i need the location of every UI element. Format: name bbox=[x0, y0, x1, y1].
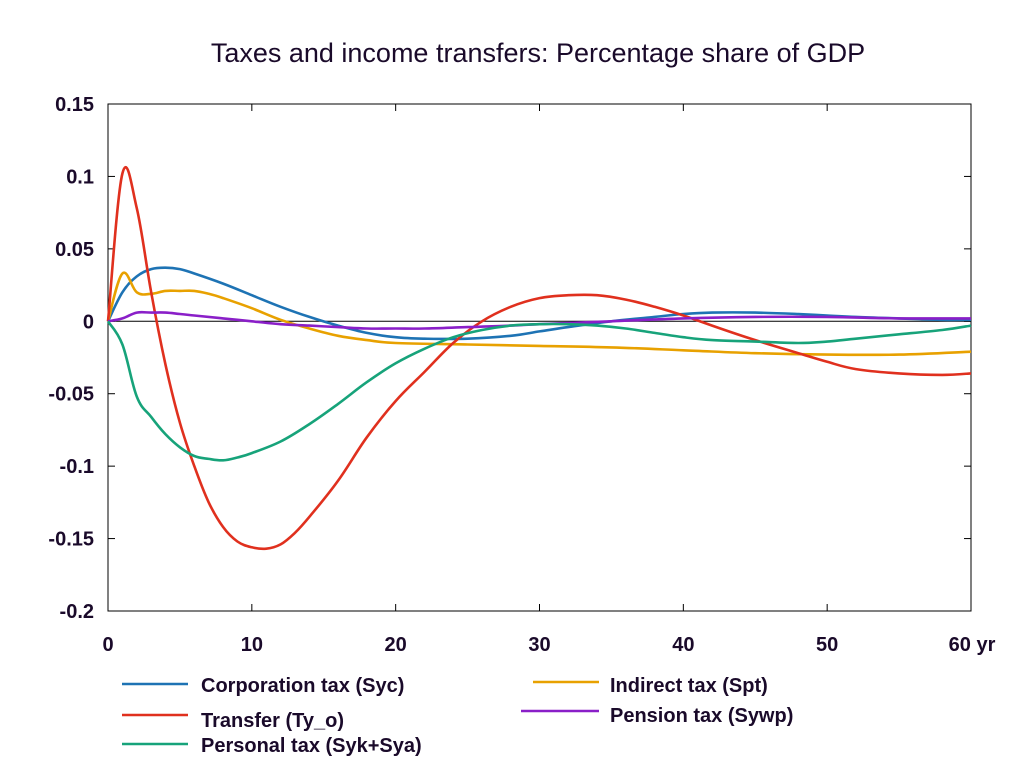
legend-item-corporation-tax-syc: Corporation tax (Syc) bbox=[122, 675, 404, 697]
legend-item-transfer-ty-o: Transfer (Ty_o) bbox=[122, 710, 344, 732]
legend-label: Pension tax (Sywp) bbox=[610, 705, 793, 727]
legend: Corporation tax (Syc) Transfer (Ty_o) Pers… bbox=[122, 675, 793, 757]
x-tick-label: 60 yr bbox=[949, 634, 996, 656]
x-tick-label: 10 bbox=[241, 634, 263, 656]
series-line-pension-tax-sywp bbox=[107, 310, 972, 330]
legend-label: Indirect tax (Spt) bbox=[610, 675, 768, 697]
legend-item-indirect-tax-spt: Indirect tax (Spt) bbox=[533, 675, 768, 697]
legend-label: Personal tax (Syk+Sya) bbox=[201, 735, 422, 757]
legend-label: Transfer (Ty_o) bbox=[201, 710, 344, 732]
y-tick-label: 0.15 bbox=[55, 94, 94, 116]
y-tick-label: -0.15 bbox=[48, 529, 94, 551]
x-tick-label: 20 bbox=[385, 634, 407, 656]
x-tick-label: 30 bbox=[528, 634, 550, 656]
series-lines bbox=[106, 165, 972, 551]
tick-labels: 0 10 20 30 40 50 60 yr 0.15 0.1 0.05 0 -0.05 -0.1 -0.… bbox=[48, 94, 995, 656]
series-line-transfer-ty-o bbox=[106, 165, 972, 551]
y-tick-label: -0.2 bbox=[60, 601, 94, 623]
legend-label: Corporation tax (Syc) bbox=[201, 675, 404, 697]
y-tick-label: -0.1 bbox=[60, 456, 94, 478]
x-tick-label: 0 bbox=[102, 634, 113, 656]
axis-ticks bbox=[107, 103, 972, 612]
x-tick-label: 40 bbox=[672, 634, 694, 656]
plot-frame bbox=[107, 103, 972, 612]
y-tick-label: 0.1 bbox=[66, 166, 94, 188]
legend-item-pension-tax-sywp: Pension tax (Sywp) bbox=[521, 705, 793, 727]
series-line-indirect-tax-spt bbox=[106, 271, 972, 357]
y-tick-label: 0 bbox=[83, 311, 94, 333]
y-tick-label: -0.05 bbox=[48, 384, 94, 406]
series-line-personal-tax-syk-sya bbox=[106, 320, 972, 462]
x-tick-label: 50 bbox=[816, 634, 838, 656]
y-tick-label: 0.05 bbox=[55, 239, 94, 261]
plot-area bbox=[107, 103, 972, 612]
legend-item-personal-tax-syk-sya: Personal tax (Syk+Sya) bbox=[122, 735, 422, 757]
chart-title: Taxes and income transfers: Percentage s… bbox=[211, 38, 865, 68]
